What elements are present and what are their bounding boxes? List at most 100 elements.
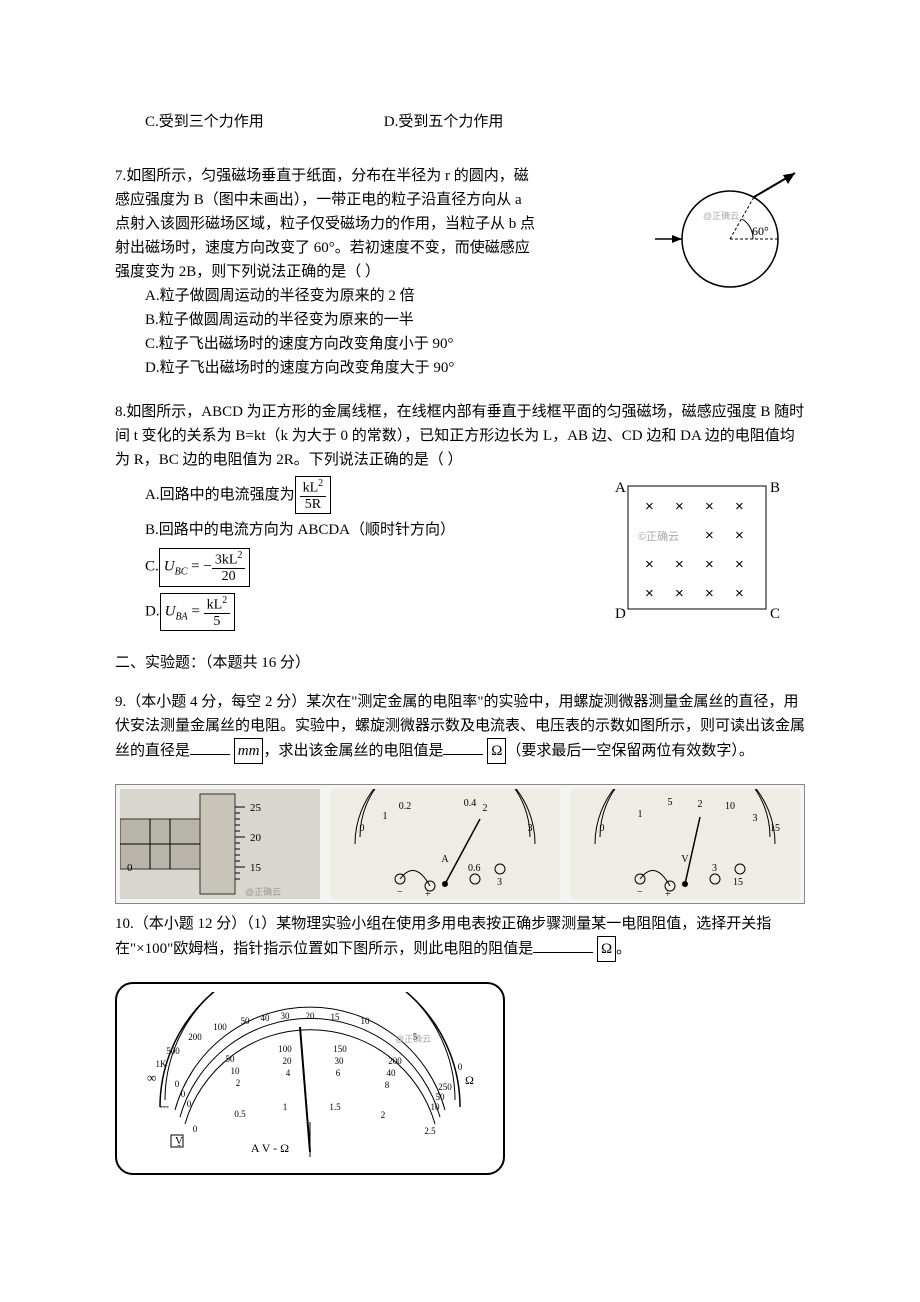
q7-stem: 7.如图所示，匀强磁场垂直于纸面，分布在半径为 r 的圆内，磁感应强度为 B（图… [115,164,535,284]
svg-text:5: 5 [668,797,673,808]
svg-text:1.5: 1.5 [329,1102,341,1112]
svg-text:1K: 1K [156,1059,168,1069]
svg-text:6: 6 [336,1068,341,1078]
svg-text:×: × [735,556,744,573]
svg-text:@正确云: @正确云 [245,886,281,897]
unit-mm: mm [234,738,264,764]
svg-text:30: 30 [281,1011,291,1021]
micrometer-figure: 0 25 20 15 @正确云 [120,789,320,899]
svg-text:0: 0 [127,862,133,874]
svg-text:B: B [770,480,780,496]
svg-text:@正确云: @正确云 [395,1033,431,1044]
svg-text:50: 50 [436,1092,446,1102]
svg-text:2: 2 [483,803,488,814]
svg-text:Ω: Ω [465,1073,474,1087]
svg-text:−: − [637,887,643,898]
svg-text:100: 100 [278,1044,292,1054]
multimeter-figure: 1K 500 200 100 50 40 30 20 15 10 5 0 0 5… [115,982,505,1175]
question-9: 9.（本小题 4 分，每空 2 分）某次在"测定金属的电阻率"的实验中，用螺旋测… [115,690,805,764]
svg-text:0: 0 [458,1062,463,1072]
svg-text:0: 0 [181,1089,186,1099]
svg-text:8: 8 [385,1080,390,1090]
svg-text:150: 150 [333,1044,347,1054]
svg-text:×: × [705,556,714,573]
svg-text:×: × [735,498,744,515]
q7-figure: 60° @正确云 [655,169,815,302]
svg-text:20: 20 [250,832,262,844]
svg-text:0.2: 0.2 [399,801,412,812]
svg-text:30: 30 [335,1056,345,1066]
unit-ohm: Ω [487,738,506,764]
svg-text:200: 200 [388,1056,402,1066]
svg-text:0.4: 0.4 [464,798,477,809]
svg-text:2.5: 2.5 [424,1126,436,1136]
svg-text:100: 100 [213,1022,227,1032]
q6-option-c: C.受到三个力作用 [145,110,264,134]
svg-text:200: 200 [188,1032,202,1042]
svg-text:3: 3 [712,863,717,874]
svg-text:A: A [441,854,449,865]
q7-option-c: C.粒子飞出磁场时的速度方向改变角度小于 90° [145,332,805,356]
svg-text:15: 15 [331,1012,341,1022]
svg-text:20: 20 [283,1056,293,1066]
svg-text:0: 0 [187,1099,192,1109]
q7-option-d: D.粒子飞出磁场时的速度方向改变角度大于 90° [145,356,805,380]
svg-text:+: + [665,889,671,899]
svg-text:15: 15 [733,877,743,888]
unit-ohm-2: Ω [597,936,616,962]
svg-text:0: 0 [193,1124,198,1134]
svg-text:1: 1 [638,809,643,820]
svg-text:10: 10 [725,801,735,812]
svg-text:×: × [645,556,654,573]
q6-option-d: D.受到五个力作用 [384,110,504,134]
svg-text:10: 10 [431,1102,441,1112]
svg-text:25: 25 [250,802,262,814]
voltmeter-figure: 0 5 10 15 1 2 3 V − + 3 15 [570,789,800,899]
svg-text:0.6: 0.6 [468,863,481,874]
q8-stem: 8.如图所示，ABCD 为正方形的金属线框，在线框内部有垂直于线框平面的匀强磁场… [115,400,805,472]
svg-text:×: × [645,498,654,515]
svg-text:0: 0 [600,823,605,834]
svg-text:2: 2 [381,1110,386,1120]
svg-text:+: + [425,889,431,899]
svg-text:0: 0 [360,823,365,834]
svg-text:40: 40 [387,1068,397,1078]
svg-text:×: × [705,498,714,515]
question-10: 10.（本小题 12 分）（1）某物理实验小组在使用多用电表按正确步骤测量某一电… [115,912,805,962]
svg-text:×: × [735,527,744,544]
svg-text:250: 250 [438,1082,452,1092]
svg-text:50: 50 [241,1016,251,1026]
svg-text:∞: ∞ [147,1070,156,1085]
svg-text:⎓: ⎓ [160,1101,169,1113]
svg-text:60°: 60° [752,224,769,238]
svg-text:0: 0 [175,1079,180,1089]
svg-text:2: 2 [698,799,703,810]
svg-text:V̰: V̰ [175,1135,183,1147]
svg-text:1: 1 [383,811,388,822]
svg-text:×: × [705,527,714,544]
svg-text:1: 1 [283,1102,288,1112]
svg-text:@正确云: @正确云 [703,210,739,221]
svg-text:3: 3 [528,823,533,834]
svg-text:V: V [681,854,689,865]
svg-text:©正确云: ©正确云 [638,530,679,543]
svg-text:10: 10 [361,1016,371,1026]
svg-text:×: × [645,585,654,602]
question-7: 7.如图所示，匀强磁场垂直于纸面，分布在半径为 r 的圆内，磁感应强度为 B（图… [115,164,805,380]
svg-text:−: − [397,887,403,898]
question-8: 8.如图所示，ABCD 为正方形的金属线框，在线框内部有垂直于线框平面的匀强磁场… [115,400,805,631]
svg-text:40: 40 [261,1013,271,1023]
q7-option-b: B.粒子做圆周运动的半径变为原来的一半 [145,308,805,332]
svg-text:3: 3 [497,877,502,888]
svg-text:15: 15 [770,823,780,834]
svg-text:×: × [735,585,744,602]
svg-text:3: 3 [753,813,758,824]
q8-figure: A B D C ×××× ×× ×××× ×××× ©正确云 [610,478,785,631]
svg-text:500: 500 [166,1046,180,1056]
ammeter-figure: 0 0.2 0.4 1 2 3 A − + 0.6 3 [330,789,560,899]
svg-text:2: 2 [236,1078,241,1088]
svg-text:A V - Ω: A V - Ω [251,1141,289,1155]
svg-text:20: 20 [306,1011,316,1021]
svg-text:C: C [770,606,780,622]
svg-text:50: 50 [226,1054,236,1064]
